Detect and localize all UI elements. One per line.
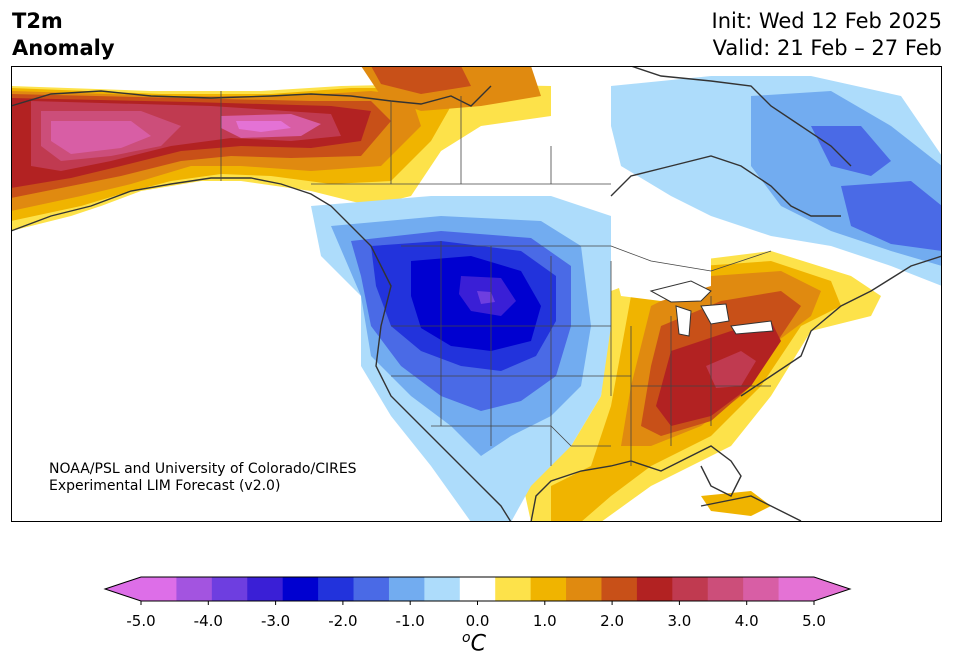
colorbar-under-arrow	[105, 577, 141, 601]
colorbar-segment	[176, 577, 213, 601]
colorbar-tick-label: 0.0	[465, 612, 490, 630]
colorbar-tick-label: -5.0	[126, 612, 156, 630]
colorbar-segment	[211, 577, 248, 601]
colorbar-segment	[601, 577, 638, 601]
colorbar-segment	[424, 577, 461, 601]
colorbar-segment	[495, 577, 532, 601]
title-anomaly: Anomaly	[12, 36, 115, 60]
great-lakes	[649, 280, 774, 337]
colorbar-tick-label: -1.0	[395, 612, 425, 630]
colorbar-segment	[353, 577, 390, 601]
colorbar-tick-label: 1.0	[532, 612, 557, 630]
init-date: Init: Wed 12 Feb 2025	[711, 9, 942, 33]
colorbar-over-arrow	[814, 577, 850, 601]
colorbar-tick-label: 5.0	[802, 612, 826, 630]
units-celsius: C	[470, 631, 486, 657]
colorbar	[103, 576, 852, 605]
title-left: T2m Anomaly	[12, 8, 115, 62]
colorbar-tick-label: -2.0	[328, 612, 358, 630]
colorbar-segment	[141, 577, 177, 601]
colorbar-segment	[318, 577, 355, 601]
colorbar-tick-label: 4.0	[734, 612, 759, 630]
colorbar-tick-label: 3.0	[667, 612, 692, 630]
credit-line-2: Experimental LIM Forecast (v2.0)	[49, 478, 281, 494]
units-label: oC	[462, 630, 486, 656]
colorbar-tick-label: -3.0	[260, 612, 291, 630]
valid-range: Valid: 21 Feb – 27 Feb	[712, 36, 942, 60]
credit-line-1: NOAA/PSL and University of Colorado/CIRE…	[49, 461, 357, 477]
colorbar-segment	[282, 577, 319, 601]
units-degree: o	[462, 630, 471, 646]
colorbar-segment	[743, 577, 780, 601]
northeast-canada-cold-anomaly	[611, 76, 942, 301]
alaska-warm-anomaly	[11, 66, 551, 231]
title-variable: T2m	[12, 9, 63, 33]
colorbar-segment	[566, 577, 602, 601]
colorbar-segment	[636, 577, 673, 601]
credit-text: NOAA/PSL and University of Colorado/CIRE…	[49, 461, 357, 495]
colorbar-segment	[672, 577, 709, 601]
colorbar-segment	[530, 577, 567, 601]
colorbar-segment	[707, 577, 744, 601]
colorbar-segment	[778, 577, 815, 601]
colorbar-segment	[388, 577, 425, 601]
map-frame	[11, 66, 942, 522]
colorbar-tick-label: 2.0	[600, 612, 625, 630]
colorbar-segment	[247, 577, 284, 601]
colorbar-tick-label: -4.0	[193, 612, 223, 630]
anomaly-map	[11, 66, 942, 522]
coastlines	[11, 66, 942, 522]
colorbar-segment	[459, 577, 496, 601]
title-right: Init: Wed 12 Feb 2025 Valid: 21 Feb – 27…	[712, 8, 942, 62]
